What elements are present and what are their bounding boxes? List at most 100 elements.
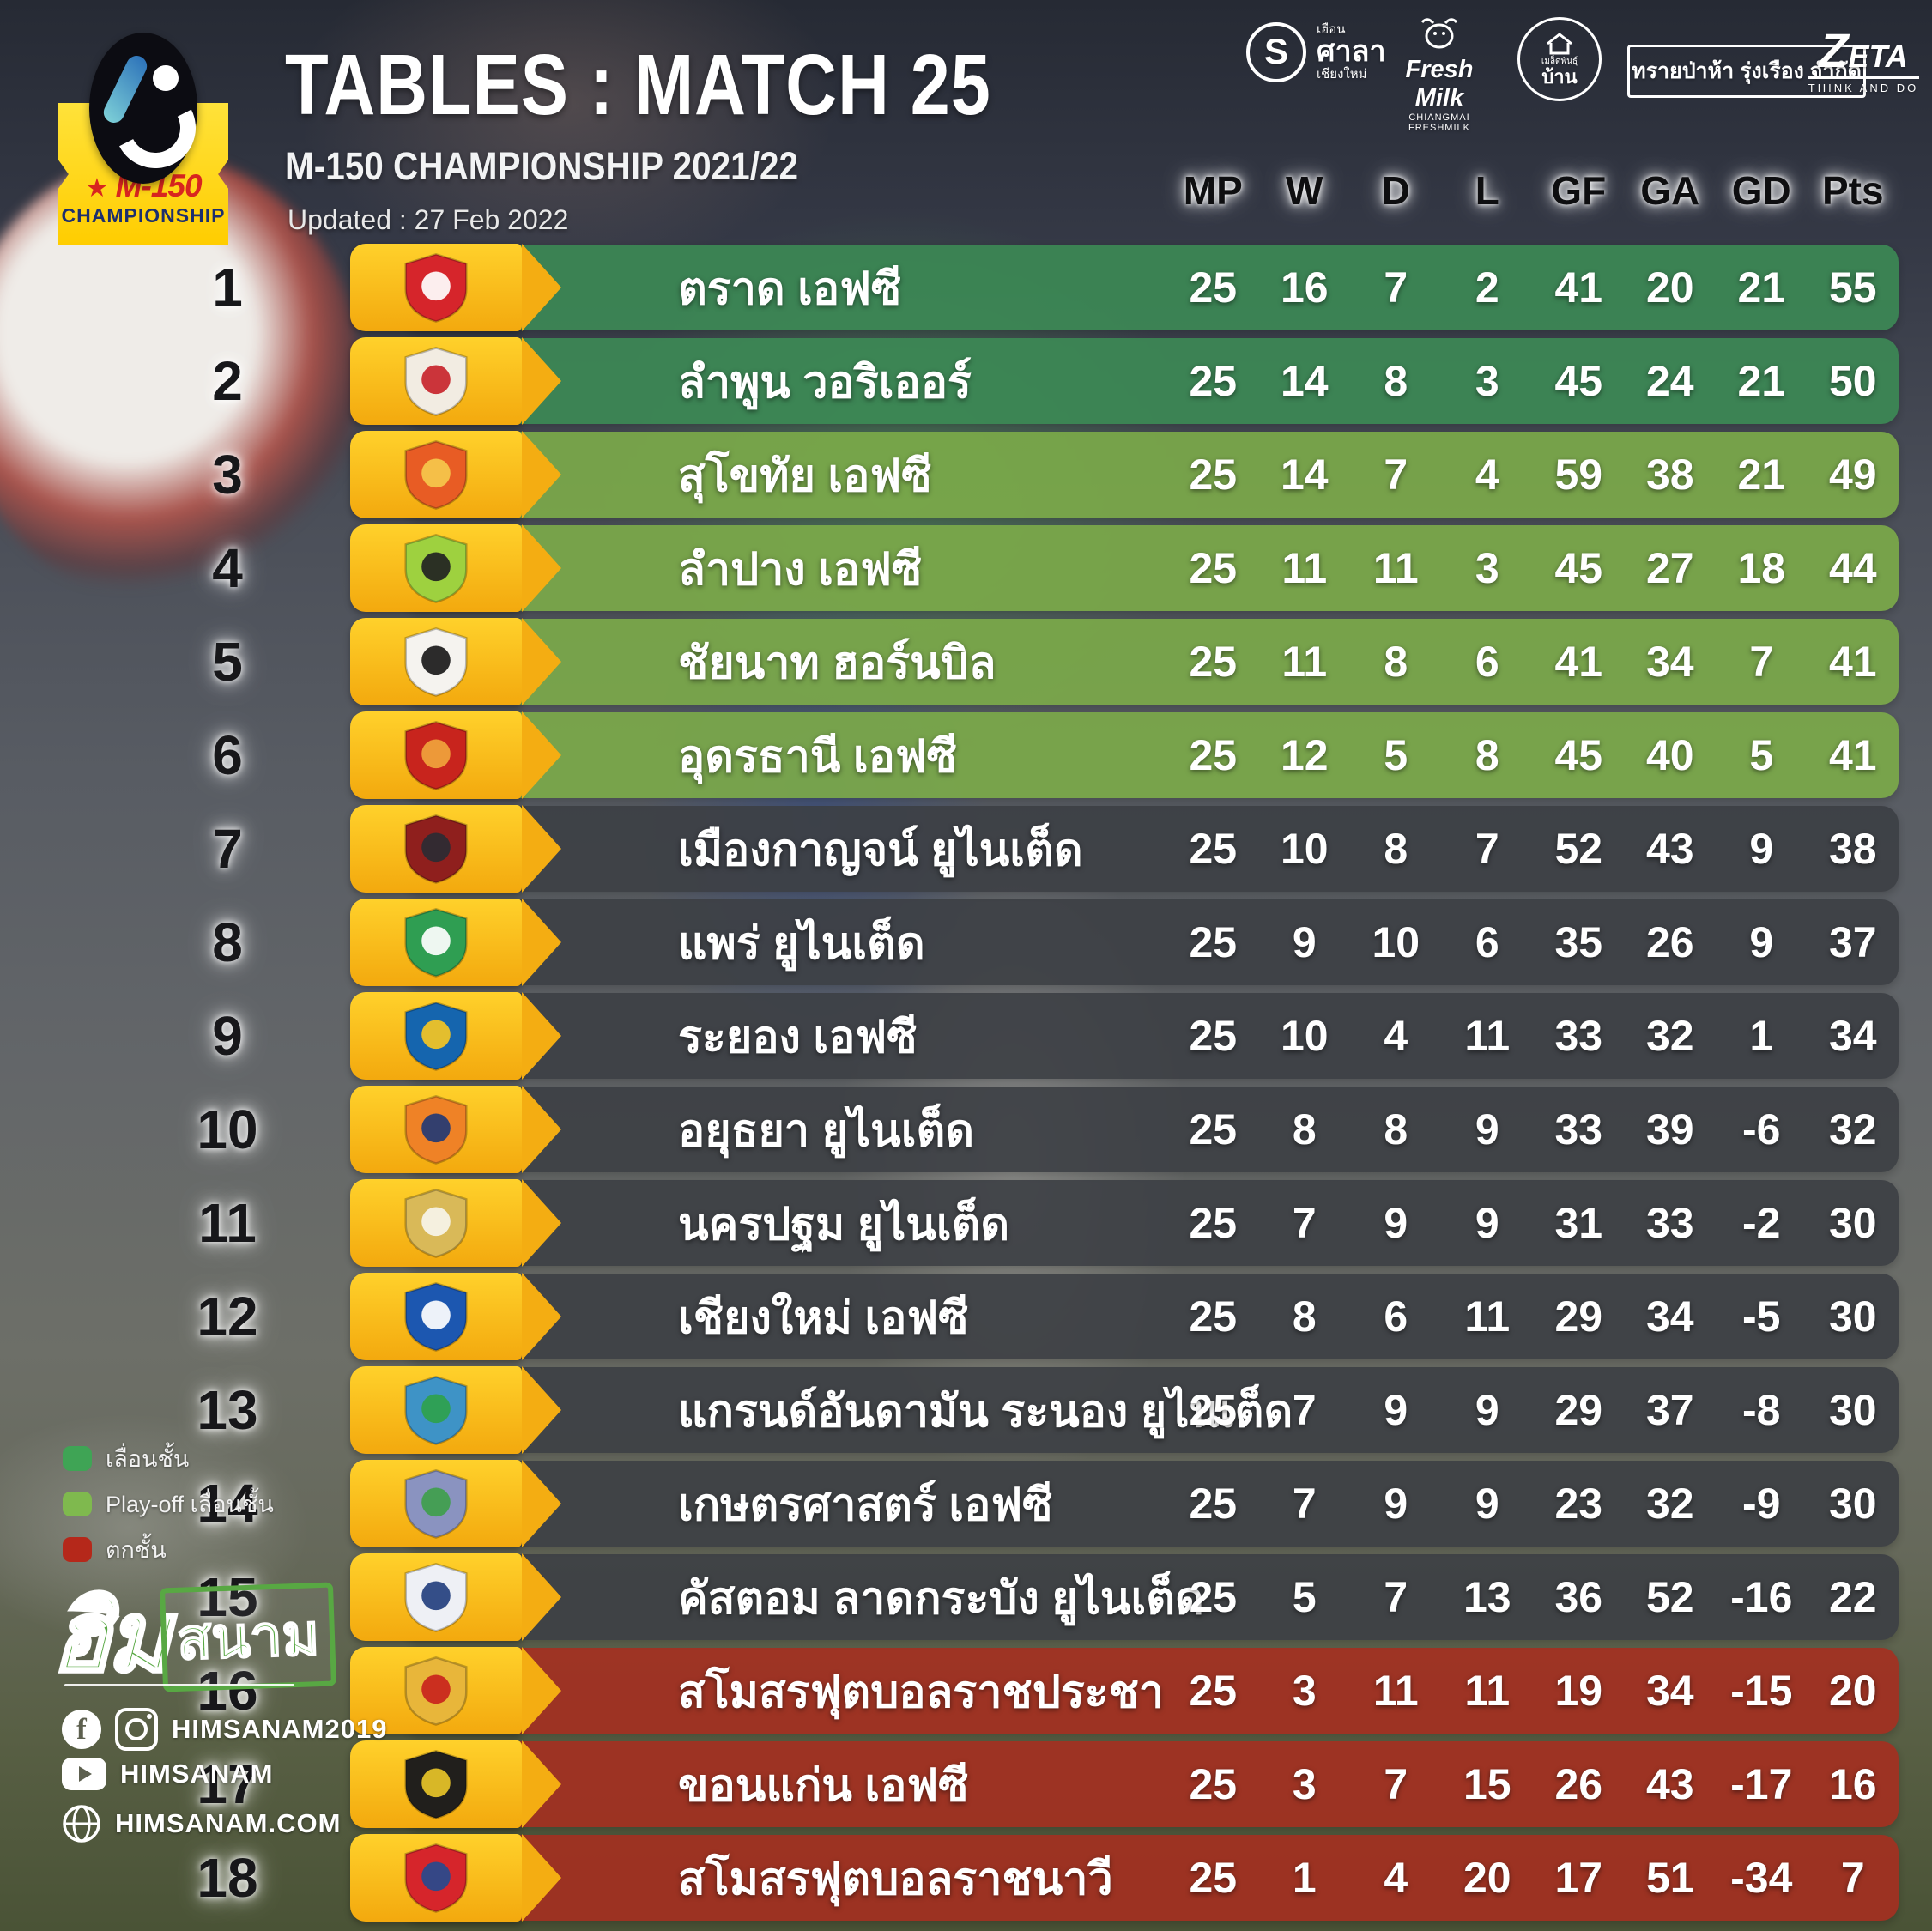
rank-number: 11	[198, 1192, 257, 1254]
row-zone-band	[403, 432, 1899, 518]
page-subtitle: M-150 CHAMPIONSHIP 2021/22	[285, 144, 798, 188]
stat-d: 4	[1384, 1854, 1408, 1902]
stat-gf: 41	[1554, 263, 1603, 312]
club-name: แกรนด์อันดามัน ระนอง ยูไนเต็ด	[678, 1387, 1293, 1437]
table-row: 11 นครปฐม ยูไนเต็ด 25 7 9 9 31 33 -2	[0, 1179, 1932, 1267]
stat-gd: 21	[1737, 451, 1786, 499]
column-header: Pts	[1821, 168, 1884, 213]
club-crest-icon	[404, 1469, 468, 1539]
social-handle: HIMSANAM2019	[172, 1714, 388, 1744]
stat-w: 12	[1280, 731, 1329, 779]
stat-w: 8	[1292, 1105, 1317, 1153]
stat-w: 8	[1292, 1292, 1317, 1341]
club-badge	[350, 805, 561, 893]
club-name: อยุธยา ยูไนเต็ด	[678, 1106, 975, 1156]
youtube-icon	[62, 1758, 106, 1790]
stat-pts: 38	[1828, 825, 1877, 873]
club-badge	[350, 1366, 561, 1454]
club-badge	[350, 618, 561, 705]
rank-number: 17	[197, 1753, 258, 1815]
stat-gf: 35	[1554, 918, 1603, 966]
stat-gf: 31	[1554, 1199, 1603, 1247]
club-crest-icon	[404, 1002, 468, 1071]
table-row: 9 ระยอง เอฟซี 25 10 4 11 33 32 1 34	[0, 992, 1932, 1080]
stat-ga: 26	[1645, 918, 1694, 966]
stat-pts: 41	[1828, 731, 1877, 779]
stat-gf: 45	[1554, 357, 1603, 405]
stat-gd: -9	[1742, 1480, 1781, 1528]
stat-d: 4	[1384, 1012, 1408, 1060]
stat-l: 7	[1475, 825, 1499, 873]
row-stats: 25 16 7 2 41 20 21 55	[1167, 245, 1899, 330]
stat-pts: 16	[1828, 1760, 1877, 1808]
social-row-facebook-instagram: f HIMSANAM2019	[62, 1708, 387, 1751]
stat-gd: 7	[1749, 638, 1774, 686]
stat-mp: 25	[1189, 451, 1238, 499]
stat-gd: -2	[1742, 1199, 1781, 1247]
row-stats: 25 11 8 6 41 34 7 41	[1167, 619, 1899, 705]
table-row: 18 สโมสรฟุตบอลราชนาวี 25 1 4 20 17 51 -3…	[0, 1834, 1932, 1922]
rank-number: 1	[212, 257, 243, 318]
club-crest-icon	[404, 253, 468, 323]
zeta-tagline: THINK AND DO	[1808, 76, 1919, 94]
baan-label: บ้าน	[1541, 65, 1578, 88]
table-row: 17 ขอนแก่น เอฟซี 25 3 7 15 26 43 -17	[0, 1740, 1932, 1828]
row-stats: 25 10 8 7 52 43 9 38	[1167, 806, 1899, 892]
stat-mp: 25	[1189, 1667, 1238, 1715]
club-name: คัสตอม ลาดกระบัง ยูไนเต็ด	[678, 1574, 1204, 1624]
stat-d: 11	[1372, 1667, 1419, 1715]
stat-gf: 17	[1554, 1854, 1603, 1902]
table-row: 8 แพร่ ยูไนเต็ด 25 9 10 6 35 26 9 37	[0, 899, 1932, 986]
club-crest-icon	[404, 1189, 468, 1258]
stat-pts: 30	[1828, 1199, 1877, 1247]
stat-pts: 41	[1828, 638, 1877, 686]
column-header: GF	[1551, 168, 1607, 213]
row-stats: 25 8 6 11 29 34 -5 30	[1167, 1274, 1899, 1359]
stat-d: 9	[1384, 1199, 1408, 1247]
club-name: ตราด เอฟซี	[678, 264, 902, 314]
club-badge	[350, 1834, 561, 1922]
stat-gf: 26	[1554, 1760, 1603, 1808]
club-badge	[350, 899, 561, 986]
club-name: สุโขทัย เอฟซี	[678, 451, 932, 501]
stat-d: 8	[1384, 825, 1408, 873]
himsanam-logo: ฮิม สนาม	[50, 1560, 337, 1713]
stat-pts: 30	[1828, 1292, 1877, 1341]
stat-d: 8	[1384, 638, 1408, 686]
stat-gf: 33	[1554, 1012, 1603, 1060]
row-zone-band	[403, 1648, 1899, 1734]
instagram-icon	[115, 1708, 158, 1751]
stat-mp: 25	[1189, 638, 1238, 686]
stat-pts: 34	[1828, 1012, 1877, 1060]
club-name: ลำปาง เอฟซี	[678, 545, 923, 595]
stat-ga: 39	[1645, 1105, 1694, 1153]
stat-pts: 49	[1828, 451, 1877, 499]
stat-l: 11	[1464, 1667, 1511, 1715]
stat-gd: -34	[1730, 1854, 1793, 1902]
stat-l: 11	[1464, 1292, 1511, 1341]
legend-color-dot	[63, 1446, 92, 1471]
stat-d: 6	[1384, 1292, 1408, 1341]
footer-divider	[64, 1684, 294, 1686]
sala-line3: เชียงใหม่	[1317, 66, 1367, 82]
stat-gd: 21	[1737, 263, 1786, 312]
rank-number: 13	[197, 1379, 258, 1441]
social-handle: HIMSANAM	[120, 1758, 274, 1789]
row-zone-band	[403, 1554, 1899, 1640]
social-row-youtube: HIMSANAM	[62, 1758, 274, 1790]
updated-date: Updated : 27 Feb 2022	[288, 204, 569, 235]
stat-l: 9	[1475, 1386, 1499, 1434]
row-stats: 25 11 11 3 45 27 18 44	[1167, 525, 1899, 611]
stat-mp: 25	[1189, 1012, 1238, 1060]
house-icon	[1547, 32, 1572, 54]
rank-number: 8	[212, 911, 243, 973]
club-crest-icon	[404, 721, 468, 790]
sponsor-baan: เมล็ดพันธุ์ บ้าน	[1517, 17, 1602, 101]
legend-label: Play-off เลื่อนชั้น	[106, 1492, 274, 1517]
legend-label: เลื่อนชั้น	[106, 1446, 190, 1472]
stat-ga: 43	[1645, 825, 1694, 873]
stat-gd: 18	[1737, 544, 1786, 592]
stat-mp: 25	[1189, 1573, 1238, 1621]
social-row-website: HIMSANAM.COM	[62, 1804, 341, 1843]
stat-w: 1	[1292, 1854, 1317, 1902]
